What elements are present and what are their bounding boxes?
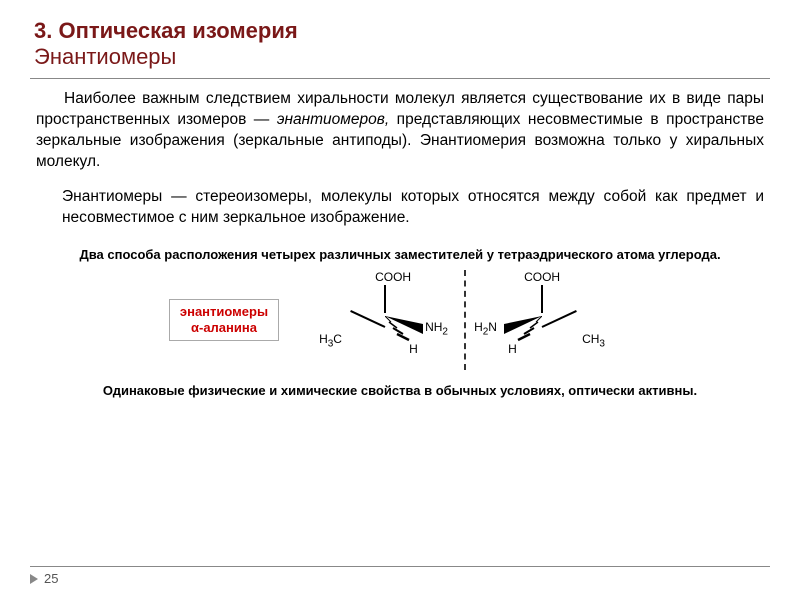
group-ch3-right: CH3 — [582, 332, 605, 349]
wedge-dashed-icon-r — [510, 316, 542, 344]
page-marker-icon — [30, 574, 38, 584]
diagram-subheading: Два способа расположения четырех различн… — [30, 247, 770, 262]
molecule-right: COOH H2N H CH3 — [486, 270, 631, 370]
group-cooh-r: COOH — [524, 270, 560, 284]
label-line-2: α-аланина — [180, 320, 268, 336]
bond-left — [350, 310, 385, 328]
footer-rule — [30, 566, 770, 567]
intro-paragraph: Наиболее важным следствием хиральности м… — [30, 89, 770, 173]
wedge-dashed-icon — [385, 316, 415, 344]
definition-paragraph: Энантиомеры — стереоизомеры, молекулы ко… — [30, 187, 770, 229]
title-rule — [30, 78, 770, 79]
title-block: 3. Оптическая изомерия Энантиомеры — [30, 18, 770, 70]
page-number: 25 — [44, 571, 58, 586]
group-nh2: NH2 — [425, 320, 448, 337]
group-nh2-r: H2N — [474, 320, 497, 337]
group-ch3-left: H3C — [319, 332, 342, 349]
bond-right — [542, 310, 577, 328]
diagram-row: энантиомеры α-аланина COOH NH2 H H3C — [30, 268, 770, 373]
title-line-2: Энантиомеры — [34, 44, 770, 70]
diagram-caption: Одинаковые физические и химические свойс… — [30, 383, 770, 398]
bond-top-r — [541, 285, 543, 313]
molecule-left: COOH NH2 H H3C — [299, 270, 444, 370]
slide-container: 3. Оптическая изомерия Энантиомеры Наибо… — [0, 0, 800, 600]
page-number-block: 25 — [30, 571, 770, 586]
group-h-r: H — [508, 342, 517, 356]
group-h: H — [409, 342, 418, 356]
bond-top — [384, 285, 386, 313]
title-line-1: 3. Оптическая изомерия — [34, 18, 770, 44]
enantiomer-label-box: энантиомеры α-аланина — [169, 299, 279, 340]
mirror-line-icon — [464, 270, 466, 370]
label-line-1: энантиомеры — [180, 304, 268, 320]
group-cooh: COOH — [375, 270, 411, 284]
footer: 25 — [30, 566, 770, 586]
